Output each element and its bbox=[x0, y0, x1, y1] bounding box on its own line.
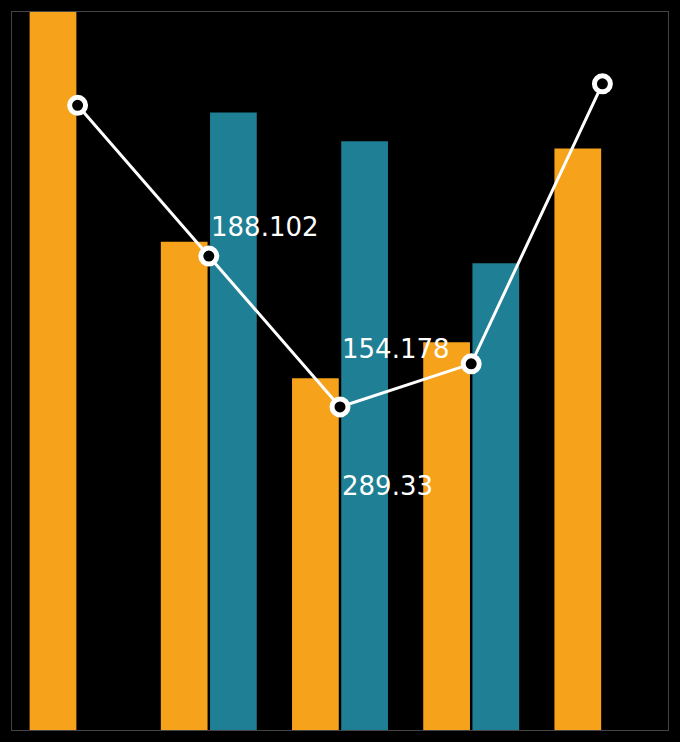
svg-text:289.33: 289.33 bbox=[342, 471, 433, 501]
svg-text:154.178: 154.178 bbox=[342, 334, 450, 364]
svg-text:188.102: 188.102 bbox=[211, 212, 319, 242]
